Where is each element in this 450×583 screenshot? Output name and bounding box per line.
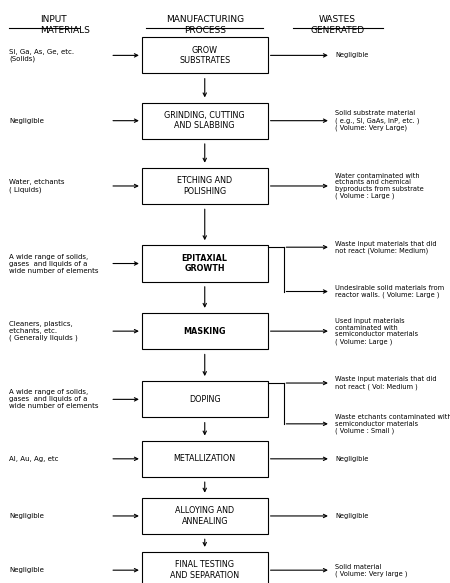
Text: Waste etchants contaminated with
semiconductor materials
( Volume : Small ): Waste etchants contaminated with semicon… bbox=[335, 414, 450, 434]
Text: FINAL TESTING
AND SEPARATION: FINAL TESTING AND SEPARATION bbox=[170, 560, 239, 580]
Text: A wide range of solids,
gases  and liquids of a
wide number of elements: A wide range of solids, gases and liquid… bbox=[9, 254, 99, 273]
Text: MASKING: MASKING bbox=[184, 326, 226, 336]
Text: Used input materials
contaminated with
semiconductor materials
( Volume: Large ): Used input materials contaminated with s… bbox=[335, 318, 418, 345]
Text: INPUT
MATERIALS: INPUT MATERIALS bbox=[40, 15, 90, 34]
Bar bbox=[142, 168, 268, 204]
Bar bbox=[142, 381, 268, 417]
Bar bbox=[142, 37, 268, 73]
Text: WASTES
GENERATED: WASTES GENERATED bbox=[310, 15, 365, 34]
Text: Cleaners, plastics,
etchants, etc.
( Generally liquids ): Cleaners, plastics, etchants, etc. ( Gen… bbox=[9, 321, 78, 342]
Bar bbox=[142, 498, 268, 534]
Text: Water, etchants
( Liquids): Water, etchants ( Liquids) bbox=[9, 179, 64, 193]
Text: Negligible: Negligible bbox=[335, 456, 369, 462]
Text: Al, Au, Ag, etc: Al, Au, Ag, etc bbox=[9, 456, 58, 462]
Text: Negligible: Negligible bbox=[335, 52, 369, 58]
Text: Solid material
( Volume: Very large ): Solid material ( Volume: Very large ) bbox=[335, 564, 408, 577]
Text: Negligible: Negligible bbox=[335, 513, 369, 519]
Bar bbox=[142, 103, 268, 139]
Bar bbox=[142, 441, 268, 477]
Text: Undesirable solid materials from
reactor walls. ( Volume: Large ): Undesirable solid materials from reactor… bbox=[335, 285, 445, 298]
Text: Waste input materials that did
not react (Volume: Medium): Waste input materials that did not react… bbox=[335, 241, 437, 254]
Text: METALLIZATION: METALLIZATION bbox=[174, 454, 236, 463]
Bar bbox=[142, 245, 268, 282]
Text: GROW
SUBSTRATES: GROW SUBSTRATES bbox=[179, 45, 230, 65]
Text: Waste input materials that did
not react ( Vol: Medium ): Waste input materials that did not react… bbox=[335, 377, 437, 389]
Text: ALLOYING AND
ANNEALING: ALLOYING AND ANNEALING bbox=[175, 506, 234, 526]
Text: DOPING: DOPING bbox=[189, 395, 220, 404]
Text: Negligible: Negligible bbox=[9, 567, 44, 573]
Text: Solid substrate material
( e.g., SI, GaAs, InP, etc. )
( Volume: Very Large): Solid substrate material ( e.g., SI, GaA… bbox=[335, 110, 420, 131]
Text: Negligible: Negligible bbox=[9, 118, 44, 124]
Text: Negligible: Negligible bbox=[9, 513, 44, 519]
Text: Water contaminated with
etchants and chemical
byproducts from substrate
( Volume: Water contaminated with etchants and che… bbox=[335, 173, 424, 199]
Text: EPITAXIAL
GROWTH: EPITAXIAL GROWTH bbox=[182, 254, 228, 273]
Text: ETCHING AND
POLISHING: ETCHING AND POLISHING bbox=[177, 176, 232, 196]
Bar bbox=[142, 313, 268, 349]
Bar bbox=[142, 552, 268, 583]
Text: MANUFACTURING
PROCESS: MANUFACTURING PROCESS bbox=[166, 15, 244, 34]
Text: A wide range of solids,
gases  and liquids of a
wide number of elements: A wide range of solids, gases and liquid… bbox=[9, 389, 99, 409]
Text: Si, Ga, As, Ge, etc.
(Solids): Si, Ga, As, Ge, etc. (Solids) bbox=[9, 48, 74, 62]
Text: GRINDING, CUTTING
AND SLABBING: GRINDING, CUTTING AND SLABBING bbox=[164, 111, 245, 131]
